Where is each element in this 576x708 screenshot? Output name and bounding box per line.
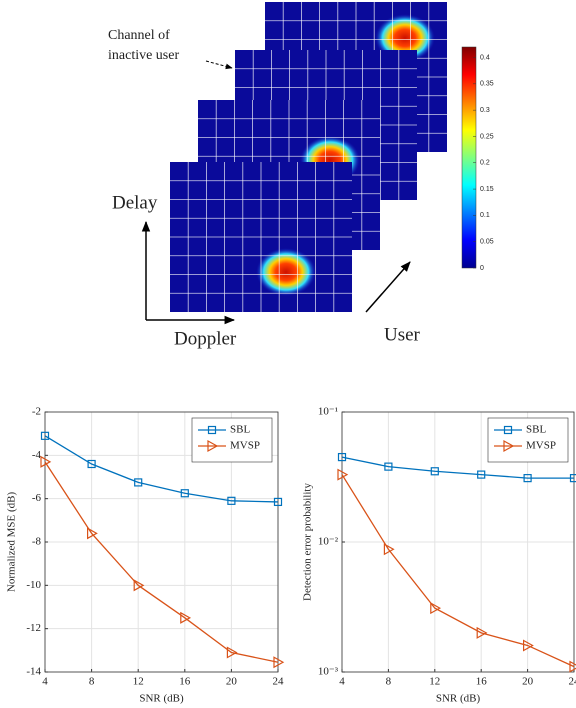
marker: [180, 611, 192, 624]
legend-label: MVSP: [230, 440, 260, 452]
marker: [477, 470, 486, 479]
colorbar: [461, 46, 477, 269]
x-axis-label: SNR (dB): [139, 693, 184, 705]
annotation-arrow: [205, 60, 233, 70]
marker: [134, 478, 143, 487]
y-tick-label: -4: [32, 449, 42, 461]
x-tick-label: 8: [89, 676, 95, 688]
x-tick-label: 4: [339, 676, 345, 688]
x-tick-label: 20: [522, 676, 534, 688]
marker: [430, 467, 439, 476]
y-tick-label: -14: [26, 666, 41, 678]
hotspot: [256, 248, 316, 296]
x-tick-label: 24: [273, 676, 285, 688]
marker: [383, 543, 395, 556]
marker: [384, 462, 393, 471]
y-axis-label: Detection error probability: [302, 483, 314, 601]
y-tick-label: 10⁻¹: [318, 406, 338, 418]
y-tick-label: 10⁻²: [318, 536, 339, 548]
legend-label: SBL: [526, 424, 546, 436]
marker: [180, 489, 189, 498]
axis-label: Doppler: [174, 328, 237, 349]
colorbar-tick-label: 0.2: [480, 160, 490, 167]
marker: [273, 656, 285, 669]
axes-box: [341, 411, 575, 673]
axis-label: User: [384, 324, 421, 345]
x-tick-label: 12: [133, 676, 144, 688]
x-tick-label: 24: [569, 676, 576, 688]
marker: [430, 602, 442, 615]
marker: [523, 474, 532, 483]
colorbar-tick-label: 0.4: [480, 54, 490, 61]
legend-label: SBL: [230, 424, 250, 436]
annotation: Channel of: [108, 28, 170, 43]
x-tick-label: 12: [429, 676, 440, 688]
marker: [569, 660, 576, 673]
legend: [191, 417, 273, 463]
marker: [337, 468, 349, 481]
colorbar-tick-label: 0.15: [480, 186, 494, 193]
x-tick-label: 16: [476, 676, 488, 688]
colorbar-tick-label: 0.05: [480, 239, 494, 246]
colorbar-tick-label: 0: [480, 265, 484, 272]
colorbar-tick-label: 0.25: [480, 133, 494, 140]
series-line: [341, 474, 575, 668]
marker: [87, 459, 96, 469]
legend: [487, 417, 569, 463]
x-tick-label: 20: [226, 676, 238, 688]
y-tick-label: -12: [26, 622, 41, 634]
marker: [207, 425, 217, 435]
marker: [40, 431, 50, 440]
colorbar-tick-label: 0.1: [480, 212, 490, 219]
legend-label: MVSP: [526, 440, 556, 452]
y-tick-label: -6: [32, 492, 42, 504]
marker: [40, 455, 52, 468]
marker: [476, 626, 488, 639]
heatmap-stack: [170, 2, 447, 312]
marker: [503, 425, 513, 435]
x-tick-label: 16: [179, 676, 191, 688]
marker: [227, 496, 236, 505]
y-tick-label: 10⁻³: [318, 666, 339, 678]
marker: [133, 579, 145, 592]
marker: [503, 439, 515, 453]
y-tick-label: -2: [32, 406, 41, 418]
annotation: inactive user: [108, 48, 179, 63]
x-tick-label: 4: [42, 676, 48, 688]
axes-box: [44, 411, 279, 673]
marker: [226, 646, 238, 659]
x-tick-label: 8: [386, 676, 392, 688]
marker: [569, 474, 576, 483]
x-axis-label: SNR (dB): [436, 693, 481, 705]
colorbar-tick-label: 0.3: [480, 107, 490, 114]
series-line: [44, 461, 279, 663]
marker: [337, 452, 347, 462]
axis-label: Delay: [112, 192, 158, 213]
marker: [523, 639, 534, 652]
series-line: [341, 456, 574, 479]
marker: [207, 439, 219, 453]
series-line: [44, 435, 279, 503]
y-tick-label: -10: [26, 579, 41, 591]
marker: [273, 497, 283, 507]
colorbar-tick-label: 0.35: [480, 81, 494, 88]
y-axis-label: Normalized MSE (dB): [6, 492, 18, 593]
marker: [87, 527, 98, 540]
y-tick-label: -8: [32, 536, 42, 548]
axis-arrow: [365, 261, 411, 313]
